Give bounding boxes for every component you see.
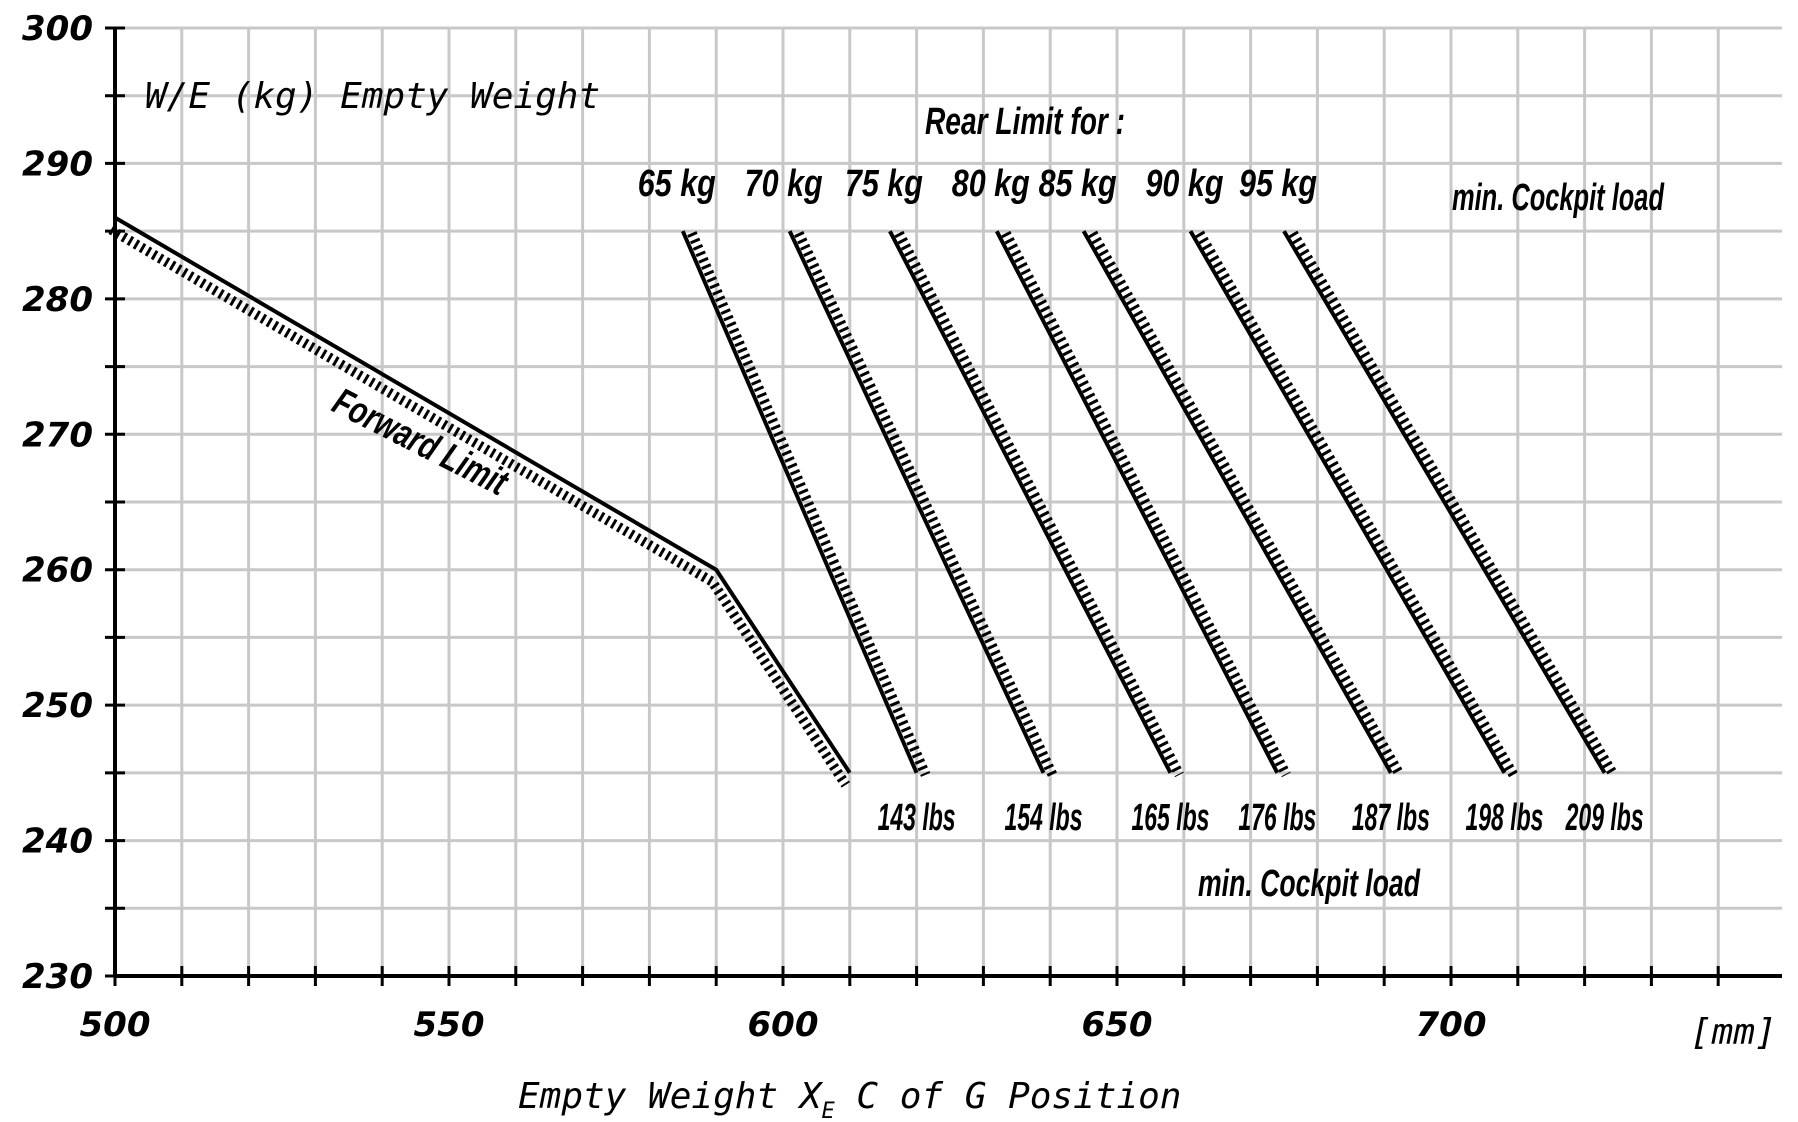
x-axis-title-main: Empty Weight X — [518, 1076, 824, 1117]
rear-limit-lbs-label: 187 lbs — [1352, 797, 1430, 839]
rear-limit-kg-label: 70 kg — [745, 163, 823, 205]
rear-limit-lbs-label: 198 lbs — [1465, 797, 1543, 839]
x-tick-label: 600 — [748, 1005, 819, 1045]
x-axis-title-tail: C of G Position — [835, 1076, 1182, 1117]
y-tick-label: 280 — [22, 280, 93, 320]
x-axis-title: Empty Weight XE C of G Position — [518, 1076, 1181, 1122]
rear-limit-lbs-label: 154 lbs — [1005, 797, 1083, 839]
rear-limit-kg-label: 75 kg — [845, 163, 923, 205]
rear-limit-3-line — [994, 230, 1280, 774]
rear-limit-header: min. Cockpit load — [1452, 177, 1665, 219]
x-tick-label: 700 — [1416, 1005, 1487, 1045]
y-tick-label: 290 — [22, 144, 93, 184]
y-axis-title: W/E (kg) Empty Weight — [145, 76, 600, 117]
y-tick-label: 230 — [22, 957, 93, 997]
rear-limit-0-hatch-group — [687, 231, 931, 777]
rear-limit-6-hatch-group — [1288, 230, 1618, 778]
rear-limit-2-line — [888, 230, 1173, 774]
rear-limit-lbs-label: 176 lbs — [1238, 797, 1316, 839]
rear-limit-0-line — [680, 230, 919, 774]
y-tick-label: 260 — [22, 551, 93, 591]
rear-limit-lbs-label: 165 lbs — [1131, 797, 1209, 839]
rear-limit-1-line — [787, 230, 1046, 774]
rear-limit-footer: min. Cockpit load — [1198, 863, 1421, 905]
x-tick-label: 650 — [1082, 1005, 1153, 1045]
rear-limit-kg-label: 95 kg — [1239, 163, 1317, 205]
rear-limit-kg-label: 80 kg — [952, 163, 1030, 205]
rear-limit-1-hatch-group — [794, 231, 1058, 777]
rear-limit-kg-label: 85 kg — [1039, 163, 1117, 205]
rear-limit-5-line — [1188, 230, 1507, 774]
grid — [115, 26, 1782, 976]
rear-limit-1-hatch — [794, 231, 1058, 777]
y-tick-label: 300 — [22, 9, 93, 49]
rear-limit-4-hatch — [1088, 230, 1405, 778]
x-tick-label: 500 — [80, 1005, 151, 1045]
rear-limit-6-hatch — [1288, 230, 1618, 778]
rear-limit-0-hatch — [687, 231, 931, 777]
y-tick-label: 250 — [22, 686, 93, 726]
rear-limit-kg-label: 65 kg — [638, 163, 716, 205]
forward-limit-label: Forward Limit — [326, 381, 515, 505]
forward-limit-hatch — [108, 225, 850, 788]
y-tick-label: 240 — [22, 822, 93, 862]
rear-limit-6-line — [1282, 230, 1607, 774]
rear-limit-title: Rear Limit for : — [925, 101, 1125, 143]
rear-limit-4-hatch-group — [1088, 230, 1405, 778]
x-tick-label: 550 — [414, 1005, 485, 1045]
rear-limit-lbs-label: 209 lbs — [1565, 797, 1644, 839]
x-axis-title-sub: E — [821, 1099, 835, 1122]
axes: 230 240 250 260 270 280 290 300 500 550 600 650 700 — [22, 9, 1782, 1045]
x-unit-label: [mm] — [1690, 1012, 1777, 1053]
forward-limit-hatch-group — [108, 225, 850, 788]
series-layer: 65 kg 143 lbs 70 kg 154 lbs 75 kg 165 lbs 80 k… — [108, 163, 1644, 839]
y-tick-label: 270 — [22, 415, 93, 455]
rear-limit-lbs-label: 143 lbs — [878, 797, 956, 839]
forward-limit-line — [113, 215, 852, 774]
rear-limit-kg-label: 90 kg — [1145, 163, 1223, 205]
rear-limit-4-line — [1081, 230, 1393, 774]
